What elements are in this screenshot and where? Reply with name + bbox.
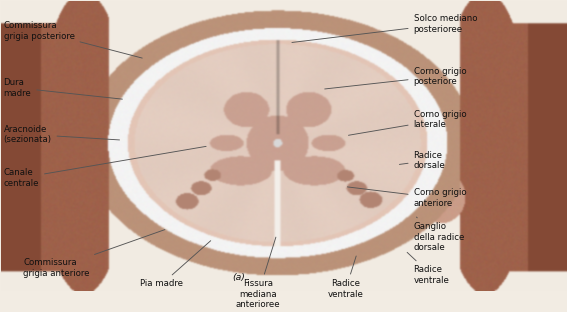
Text: Radice
ventrale: Radice ventrale [328, 256, 363, 299]
Text: Commissura
grigia posteriore: Commissura grigia posteriore [3, 22, 142, 58]
Text: Corno grigio
anteriore: Corno grigio anteriore [348, 187, 466, 208]
Text: Pia madre: Pia madre [141, 241, 211, 289]
Text: Canale
centrale: Canale centrale [3, 146, 206, 188]
Text: (a): (a) [232, 273, 245, 282]
Text: Dura
madre: Dura madre [3, 78, 122, 99]
Text: Solco mediano
posterioree: Solco mediano posterioree [292, 14, 477, 42]
Text: Radice
ventrale: Radice ventrale [407, 252, 450, 285]
Text: Aracnoide
(sezionata): Aracnoide (sezionata) [3, 124, 120, 144]
Text: Corno grigio
laterale: Corno grigio laterale [349, 110, 466, 135]
Text: Radice
dorsale: Radice dorsale [399, 151, 445, 170]
Text: Ganglio
della radice
dorsale: Ganglio della radice dorsale [413, 217, 464, 252]
Text: Fissura
mediana
anterioree: Fissura mediana anterioree [236, 237, 280, 309]
Text: Corno grigio
posteriore: Corno grigio posteriore [325, 66, 466, 89]
Text: Commissura
grigia anteriore: Commissura grigia anteriore [23, 230, 165, 278]
